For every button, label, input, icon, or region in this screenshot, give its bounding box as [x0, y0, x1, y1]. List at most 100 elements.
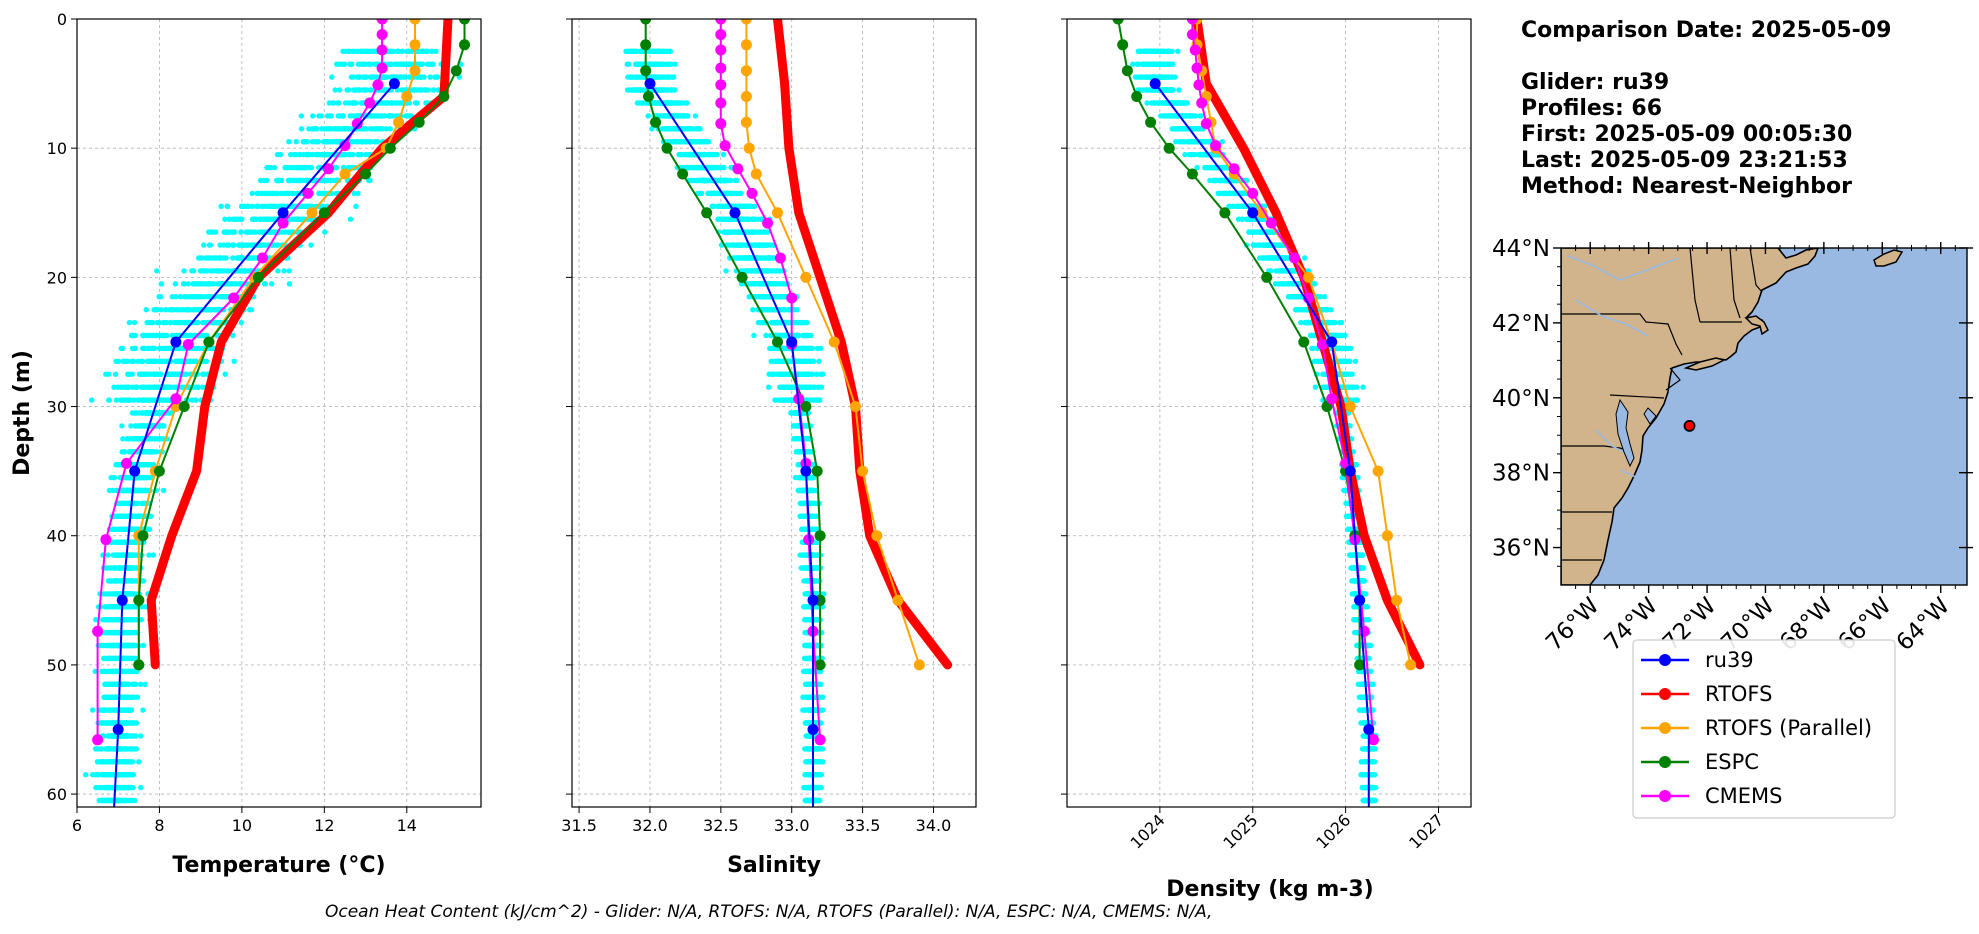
temperature-glider-point — [312, 126, 318, 132]
temperature-glider-point — [367, 177, 373, 184]
temperature-glider-point — [99, 720, 105, 726]
temperature-cmems-marker — [323, 163, 334, 175]
temperature-cmems-marker — [376, 62, 388, 74]
temperature-glider-point — [354, 87, 360, 93]
temperature-glider-point — [105, 552, 111, 558]
temperature-glider-point — [275, 268, 281, 274]
temperature-glider-point — [146, 449, 153, 455]
temperature-espc-marker — [459, 39, 470, 51]
temperature-glider-point — [150, 552, 157, 558]
temperature-cmems-marker — [92, 734, 104, 746]
temperature-series — [92, 19, 470, 807]
temperature-ru39-marker — [112, 724, 124, 735]
temperature-ytick-label: 30 — [47, 398, 67, 417]
temperature-glider-point — [320, 177, 327, 184]
temperature-glider-point — [328, 177, 334, 184]
temperature-glider-point — [110, 604, 116, 610]
temperature-glider-point — [298, 113, 305, 119]
temperature-glider-point — [361, 74, 367, 80]
temperature-glider-point — [105, 578, 112, 584]
temperature-glider-point — [230, 255, 236, 261]
temperature-glider-point — [102, 772, 108, 778]
temperature-espc-marker — [318, 207, 330, 219]
temperature-cmems-marker — [100, 534, 112, 546]
temperature-rtofs-parallel-marker — [393, 116, 405, 128]
temperature-glider-point — [348, 74, 355, 80]
temperature-glider-point — [274, 242, 281, 248]
temperature-glider-point — [186, 358, 192, 364]
temperature-glider-point — [127, 707, 133, 713]
temperature-glider-point — [225, 281, 231, 287]
temperature-glider-point — [108, 733, 115, 739]
temperature-glider-point — [355, 190, 361, 197]
temperature-glider-point — [214, 307, 220, 313]
temperature-glider-point — [412, 100, 419, 106]
temperature-glider-point — [115, 797, 121, 804]
temperature-espc-marker — [450, 65, 462, 77]
temperature-glider-point — [426, 61, 432, 67]
temperature-glider-point — [368, 139, 374, 145]
temperature-cmems-marker — [376, 44, 388, 56]
temperature-glider-point — [124, 784, 130, 791]
temperature-glider-point — [162, 384, 168, 390]
temperature-glider-point — [128, 423, 134, 429]
temperature-glider-point — [388, 100, 394, 106]
temperature-glider-point — [135, 474, 141, 481]
temperature-glider-point — [140, 332, 147, 339]
temperature-glider-point — [430, 87, 437, 93]
temperature-glider-point — [113, 565, 120, 571]
temperature-glider-point — [418, 87, 425, 93]
temperature-glider-point — [135, 358, 141, 364]
temperature-glider-point — [122, 707, 128, 713]
temperature-ru39-marker — [129, 465, 141, 477]
temperature-glider-point — [430, 61, 436, 67]
temperature-glider-point — [217, 242, 223, 248]
temperature-glider-point — [202, 281, 208, 287]
temperature-glider-point — [425, 87, 431, 93]
temperature-glider-point — [108, 629, 114, 636]
temperature-glider-point — [119, 449, 125, 455]
temperature-glider-point — [151, 371, 157, 377]
temperature-espc-marker — [459, 19, 470, 25]
temperature-glider-point — [304, 151, 310, 158]
temperature-glider-point — [264, 177, 270, 184]
temperature-glider-point — [146, 526, 153, 532]
temperature-glider-point — [102, 797, 109, 804]
temperature-rtofs-line — [146, 19, 453, 670]
temperature-glider-point — [131, 397, 137, 403]
temperature-glider-point — [104, 655, 111, 662]
temperature-ytick-label: 50 — [47, 656, 67, 675]
temperature-glider-point — [258, 242, 265, 248]
temperature-xlabel: Temperature (°C) — [172, 853, 385, 878]
temperature-espc-marker — [133, 659, 145, 671]
temperature-glider-point — [423, 100, 429, 106]
temperature-glider-point — [139, 345, 146, 352]
temperature-glider-point — [224, 203, 231, 209]
temperature-glider-point — [196, 345, 203, 352]
temperature-glider-point — [156, 358, 162, 364]
temperature-glider-point — [122, 513, 128, 519]
temperature-glider-point — [318, 113, 324, 119]
temperature-glider-point — [351, 48, 357, 54]
temperature-xtick-label: 10 — [232, 816, 252, 835]
temperature-glider-point — [103, 371, 109, 377]
temperature-glider-point — [132, 733, 139, 739]
temperature-glider-point — [274, 177, 281, 184]
temperature-glider-point — [239, 216, 245, 222]
temperature-glider-point — [142, 487, 149, 494]
temperature-glider-point — [111, 384, 117, 390]
temperature-glider-point — [214, 319, 220, 326]
temperature-glider-point — [263, 216, 269, 222]
temperature-glider-point — [222, 255, 229, 261]
temperature-glider-point — [90, 772, 96, 778]
temperature-glider-point — [218, 203, 224, 209]
temperature-glider-point — [92, 668, 98, 675]
temperature-ytick-label: 40 — [47, 527, 67, 546]
temperature-glider-point — [122, 500, 129, 507]
temperature-glider-point — [144, 397, 150, 403]
temperature-glider-point — [120, 668, 126, 675]
temperature-glider-point — [369, 48, 375, 54]
temperature-glider-point — [308, 164, 315, 171]
